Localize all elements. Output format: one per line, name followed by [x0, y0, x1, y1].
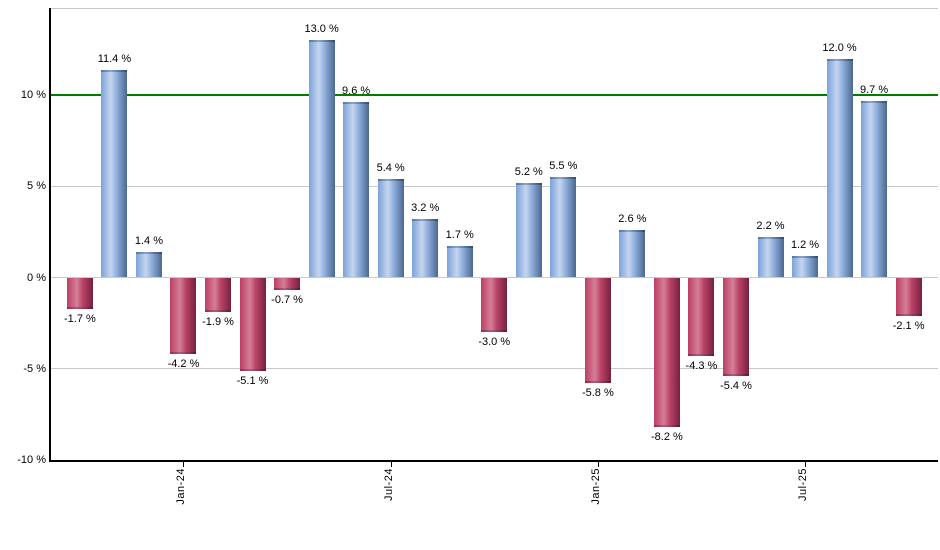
bar-Oct-23	[66, 277, 93, 309]
bar-bottom-cap	[66, 306, 93, 309]
y-axis-label-10pct: 10 %	[20, 89, 46, 102]
bar-top-cap	[446, 246, 473, 249]
bar-Dec-24	[550, 177, 577, 278]
bar-Jan-24	[170, 277, 197, 355]
bar-value-label-Nov-23: 11.4 %	[97, 52, 132, 65]
bar-Mar-25	[653, 277, 680, 428]
bar-Sep-25	[861, 100, 888, 278]
bar-top-cap	[412, 219, 439, 222]
bar-top-cap	[343, 102, 370, 105]
bar-value-label-Aug-24: 3.2 %	[411, 202, 440, 215]
bar-top-cap	[515, 182, 542, 185]
bar-value-label-Feb-25: 2.6 %	[618, 213, 647, 226]
bar-top-cap	[308, 40, 335, 43]
bar-Jun-24	[343, 102, 370, 278]
bar-bottom-cap	[895, 313, 922, 316]
bar-value-label-Sep-25: 9.7 %	[860, 83, 889, 96]
x-axis-label-jul-24: Jul-24	[382, 468, 395, 501]
bar-Aug-24	[412, 219, 439, 278]
bar-Dec-23	[135, 251, 162, 278]
bar-value-label-Jun-25: 2.2 %	[756, 220, 785, 233]
bar-top-cap	[826, 58, 853, 61]
bar-value-label-Oct-23: -1.7 %	[64, 312, 96, 325]
bar-top-cap	[861, 100, 888, 103]
bar-Jul-25	[792, 255, 819, 278]
bar-Sep-24	[446, 246, 473, 278]
bar-value-label-Oct-25: -2.1 %	[892, 319, 925, 332]
bar-bottom-cap	[170, 352, 197, 355]
bar-bottom-cap	[205, 310, 232, 313]
bar-Feb-25	[619, 230, 646, 278]
threshold-line-10pct	[51, 94, 938, 97]
bar-value-label-Mar-24: -5.1 %	[236, 374, 269, 387]
bar-May-24	[308, 40, 335, 278]
x-axis-tick-jul-25	[805, 462, 807, 467]
x-axis-tick-jan-25	[597, 462, 599, 467]
bar-bottom-cap	[239, 368, 266, 371]
bar-value-label-Jul-25: 1.2 %	[790, 238, 820, 251]
bar-value-label-Jul-24: 5.4 %	[376, 162, 405, 174]
x-axis-label-jan-25: Jan-25	[589, 468, 602, 505]
bar-Nov-24	[515, 182, 542, 278]
y-axis-line	[49, 8, 51, 462]
bar-value-label-Jan-24: -4.2 %	[167, 358, 200, 371]
bar-Feb-24	[205, 277, 232, 313]
bar-top-cap	[101, 69, 128, 72]
x-axis-tick-jan-24	[183, 462, 185, 467]
x-axis-label-jan-24: Jan-24	[175, 468, 188, 505]
bar-Apr-25	[688, 277, 715, 356]
bar-bottom-cap	[688, 353, 715, 356]
bar-top-cap	[550, 177, 577, 180]
bar-value-label-Jun-24: 9.6 %	[342, 85, 371, 98]
y-axis-label--5pct: -5 %	[23, 362, 46, 375]
bar-May-25	[722, 277, 749, 376]
y-axis-label-0pct: 0 %	[27, 271, 46, 284]
bar-Oct-24	[481, 277, 508, 333]
bar-value-label-Jan-25: -5.8 %	[581, 387, 614, 400]
gridline-5pct	[51, 185, 938, 187]
bar-bottom-cap	[481, 330, 508, 333]
bar-value-label-Oct-24: -3.0 %	[478, 336, 511, 349]
bar-top-cap	[619, 230, 646, 233]
x-axis-label-jul-25: Jul-25	[797, 468, 810, 501]
bar-top-cap	[135, 251, 162, 254]
bar-top-cap	[757, 237, 784, 240]
y-axis-label-5pct: 5 %	[27, 180, 46, 193]
bar-Aug-25	[826, 58, 853, 278]
bar-value-label-Apr-24: -0.7 %	[271, 294, 303, 307]
bar-bottom-cap	[274, 288, 301, 291]
bar-value-label-Feb-24: -1.9 %	[202, 316, 234, 329]
bar-bottom-cap	[584, 381, 611, 384]
bar-top-cap	[377, 179, 404, 181]
bar-Oct-25	[895, 277, 922, 316]
bar-Jun-25	[757, 237, 784, 278]
bar-value-label-Apr-25: -4.3 %	[685, 359, 718, 372]
bar-Jul-24	[377, 179, 404, 278]
bar-value-label-Dec-24: 5.5 %	[549, 160, 578, 173]
bar-bottom-cap	[722, 373, 749, 376]
bar-value-label-Dec-23: 1.4 %	[134, 234, 164, 247]
x-axis-tick-jul-24	[390, 462, 392, 467]
bar-Jan-25	[584, 277, 611, 384]
plot-top-border	[49, 8, 938, 9]
bar-value-label-Aug-25: 12.0 %	[822, 41, 857, 54]
bar-bottom-cap	[653, 425, 680, 428]
bar-value-label-May-24: 13.0 %	[304, 23, 339, 36]
bar-value-label-Mar-25: -8.2 %	[651, 431, 683, 444]
y-axis-label--10pct: -10 %	[17, 453, 46, 466]
bar-value-label-Sep-24: 1.7 %	[445, 229, 474, 242]
bar-Nov-23	[101, 69, 128, 278]
bar-top-cap	[792, 255, 819, 258]
bar-value-label-Nov-24: 5.2 %	[514, 165, 543, 178]
bar-Mar-24	[239, 277, 266, 371]
plot-area: -1.7 % 11.4 % 1.4 % -4.2 % -1.9 % -5.1 % -0.7 …	[49, 8, 938, 462]
bar-Apr-24	[274, 277, 301, 291]
x-axis-line	[49, 460, 938, 462]
bar-value-label-May-25: -5.4 %	[720, 379, 752, 392]
gridline--5pct	[51, 368, 938, 370]
